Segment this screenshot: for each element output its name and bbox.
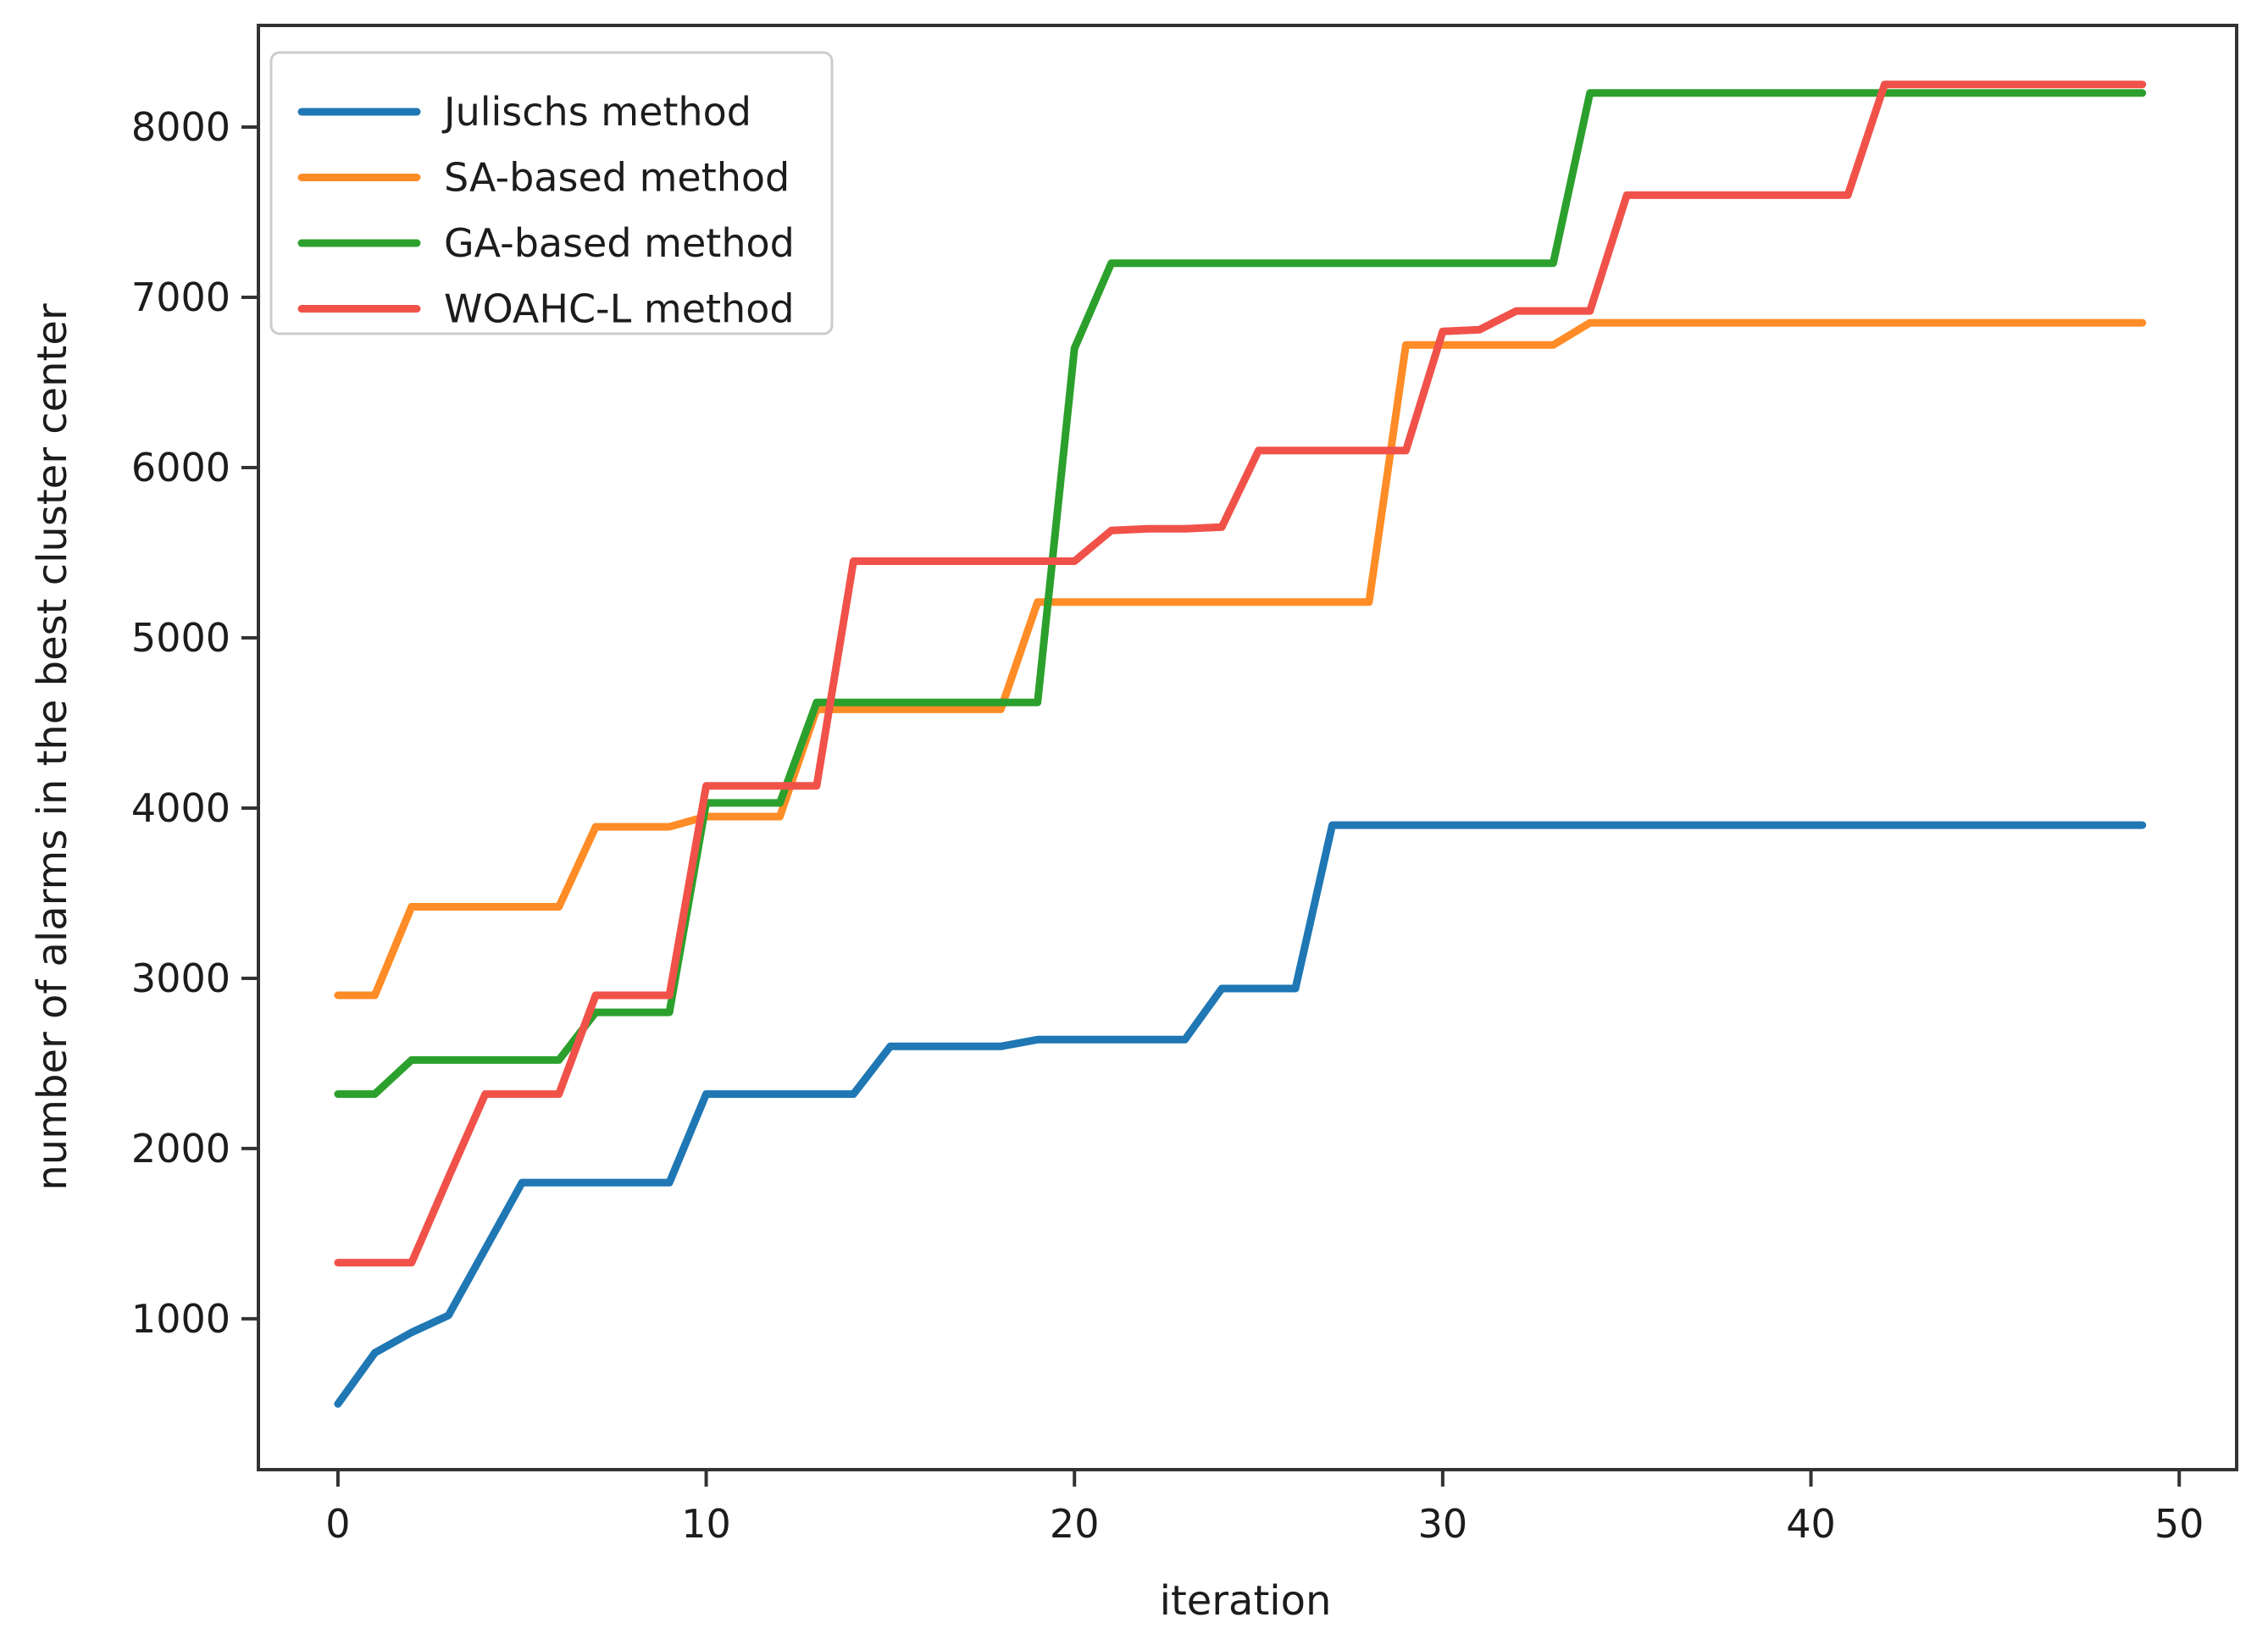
- axis-ticks: 1000 2000 3000 4000 5000 6000 7000 8000 0 10 20 30 4…: [131, 104, 2204, 1547]
- y-tick-label: 4000: [131, 785, 230, 831]
- legend-item: WOAHC-L method: [297, 286, 795, 332]
- plot-frame: [257, 24, 2238, 1471]
- series-line-ga-based-method: [334, 89, 2147, 1099]
- legend-item: SA-based method: [297, 155, 790, 201]
- series-lines: [334, 80, 2147, 1408]
- x-tick-label: 40: [1786, 1501, 1836, 1547]
- x-axis-label: iteration: [1160, 1577, 1332, 1625]
- x-tick-label: 50: [2154, 1501, 2204, 1547]
- y-tick-label: 3000: [131, 955, 230, 1001]
- y-tick-label: 5000: [131, 615, 230, 661]
- y-axis-label: number of alarms in the best cluster cen…: [29, 303, 76, 1191]
- x-tick-label: 10: [681, 1501, 731, 1547]
- series-line-julischs-method: [334, 821, 2147, 1408]
- y-tick-label: 8000: [131, 104, 230, 150]
- legend-item: GA-based method: [297, 220, 795, 266]
- legend-item: Julischs method: [297, 89, 751, 135]
- legend-box: [269, 51, 834, 335]
- legend-label: GA-based method: [444, 220, 795, 266]
- legend-label: WOAHC-L method: [444, 286, 795, 332]
- series-line-woahc-l-method: [334, 80, 2147, 1267]
- x-tick-label: 30: [1418, 1501, 1468, 1547]
- y-tick-label: 7000: [131, 274, 230, 320]
- y-tick-label: 1000: [131, 1296, 230, 1342]
- y-tick-label: 2000: [131, 1126, 230, 1171]
- legend-label: Julischs method: [441, 89, 751, 135]
- y-tick-label: 6000: [131, 445, 230, 490]
- x-tick-label: 20: [1050, 1501, 1100, 1547]
- legend-label: SA-based method: [444, 155, 790, 201]
- legend: Julischs method SA-based method GA-based m…: [269, 51, 834, 335]
- x-tick-label: 0: [325, 1501, 350, 1547]
- series-line-sa-based-method: [334, 318, 2147, 1000]
